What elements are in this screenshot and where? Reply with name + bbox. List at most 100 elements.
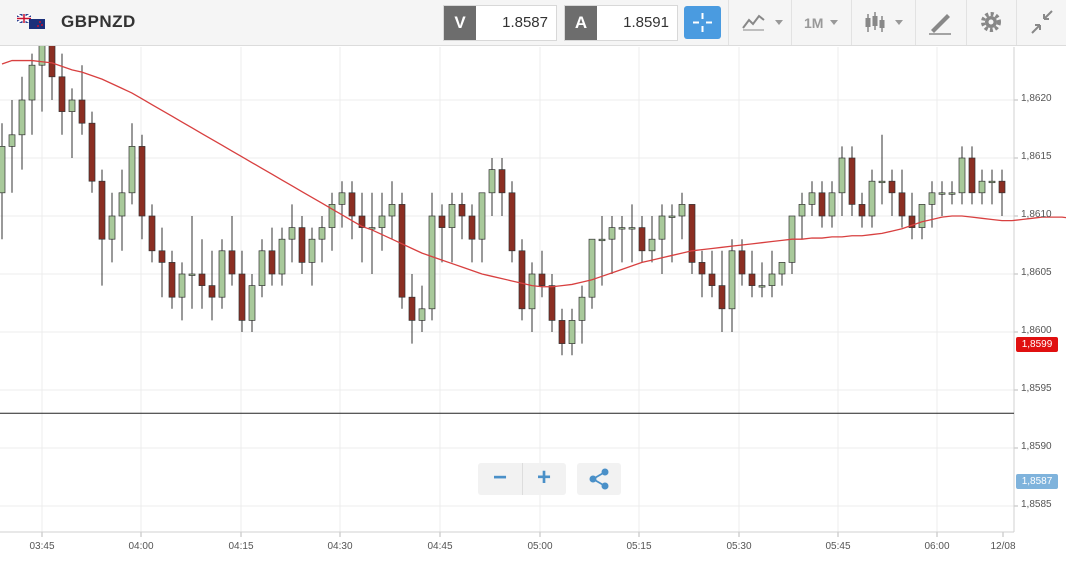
- candle-bullish: [618, 227, 626, 230]
- y-tick-label: 1,8590: [1021, 441, 1052, 452]
- candle-bearish: [858, 204, 866, 217]
- candle-bullish: [28, 64, 36, 101]
- candle-bullish: [278, 238, 286, 275]
- candle-bullish: [378, 215, 386, 228]
- zoom-out-button[interactable]: −: [478, 463, 523, 495]
- candle-bearish: [148, 215, 156, 252]
- zoom-controls: − +: [478, 463, 566, 495]
- candle-bullish: [778, 262, 786, 275]
- candle-bullish: [668, 215, 676, 218]
- x-tick-label: 04:45: [427, 541, 453, 552]
- current-bid-tag: 1,8599: [1016, 337, 1058, 352]
- instrument-symbol: GBPNZD: [61, 12, 136, 31]
- share-button[interactable]: [577, 463, 621, 495]
- candle-bearish: [358, 215, 366, 228]
- candle-bullish: [658, 215, 666, 240]
- candle-bullish: [868, 180, 876, 217]
- candle-bullish: [938, 192, 946, 195]
- candle-bearish: [198, 273, 206, 286]
- candle-bullish: [948, 192, 956, 195]
- x-tick-label: 03:45: [29, 541, 55, 552]
- candle-bullish: [568, 320, 576, 344]
- candle-bullish: [588, 238, 596, 298]
- x-tick-label: 04:00: [128, 541, 154, 552]
- candle-bullish: [248, 285, 256, 321]
- candle-bullish: [648, 238, 656, 252]
- zoom-in-button[interactable]: +: [522, 463, 566, 495]
- candle-bullish: [488, 169, 496, 194]
- candle-bearish: [88, 122, 96, 182]
- candle-bearish: [698, 262, 706, 275]
- candle-bearish: [228, 250, 236, 275]
- draw-icon: [929, 14, 951, 35]
- chart-type-button[interactable]: [738, 0, 788, 45]
- x-tick-label: 05:00: [527, 541, 553, 552]
- candle-bullish: [338, 192, 346, 205]
- candle-bearish: [718, 285, 726, 310]
- current-ask-tag: 1,8587: [1016, 474, 1058, 489]
- candle-bullish: [918, 204, 926, 228]
- candle-bullish: [308, 238, 316, 263]
- candle-bearish: [548, 285, 556, 321]
- candle-bullish: [608, 227, 616, 240]
- collapse-icon: [1031, 10, 1053, 34]
- chevron-down-icon: [895, 20, 903, 25]
- candle-bullish: [798, 204, 806, 217]
- y-tick-label: 1,8600: [1021, 325, 1052, 336]
- x-tick-label: 04:15: [228, 541, 254, 552]
- candle-bullish: [978, 180, 986, 194]
- candle-bearish: [208, 285, 216, 298]
- candle-bearish: [688, 204, 696, 263]
- buy-label: A: [565, 6, 597, 40]
- candle-bullish: [678, 204, 686, 217]
- moving-average-line: [1, 59, 1066, 288]
- timeframe-selector[interactable]: 1M: [800, 0, 845, 45]
- candle-bullish: [428, 215, 436, 310]
- candle-bullish: [418, 308, 426, 321]
- crosshair-button[interactable]: [684, 6, 721, 39]
- drawing-tools-button[interactable]: [920, 0, 960, 45]
- price-chart[interactable]: [0, 46, 1066, 561]
- candle-bullish: [448, 204, 456, 228]
- candle-bearish: [558, 320, 566, 344]
- candle-bullish: [878, 180, 886, 184]
- collapse-button[interactable]: [1020, 0, 1064, 45]
- buy-price-button[interactable]: A 1.8591: [564, 5, 678, 41]
- sell-label: V: [444, 6, 476, 40]
- candle-bearish: [438, 215, 446, 228]
- x-tick-label: 05:30: [726, 541, 752, 552]
- candle-bullish: [108, 215, 116, 240]
- candle-style-button[interactable]: [860, 0, 910, 45]
- candle-bullish: [18, 99, 26, 136]
- candle-bearish: [508, 192, 516, 252]
- candle-bullish: [218, 250, 226, 298]
- gbp-nzd-flag-icon: [17, 14, 45, 29]
- y-tick-label: 1,8615: [1021, 151, 1052, 162]
- candle-bearish: [848, 157, 856, 205]
- share-icon: [589, 468, 609, 490]
- crosshair-icon: [693, 13, 712, 32]
- x-tick-label: 04:30: [327, 541, 353, 552]
- candle-bearish: [518, 250, 526, 310]
- candle-bullish: [38, 46, 46, 66]
- chevron-down-icon: [775, 20, 783, 25]
- candle-bearish: [268, 250, 276, 275]
- plus-icon: +: [536, 464, 551, 491]
- candle-bearish: [408, 296, 416, 321]
- candle-bullish: [178, 273, 186, 298]
- y-tick-label: 1,8585: [1021, 499, 1052, 510]
- candle-bearish: [468, 215, 476, 240]
- candle-bullish: [838, 157, 846, 194]
- candle-bullish: [528, 273, 536, 310]
- candlestick-icon: [865, 12, 885, 32]
- chevron-down-icon: [830, 20, 838, 25]
- candle-bearish: [538, 273, 546, 286]
- candle-bullish: [388, 204, 396, 217]
- candle-bullish: [808, 192, 816, 205]
- x-tick-label: 12/08: [990, 541, 1016, 552]
- candle-bullish: [0, 146, 6, 194]
- sell-price-button[interactable]: V 1.8587: [443, 5, 557, 41]
- settings-button[interactable]: [970, 0, 1014, 45]
- x-tick-label: 05:45: [825, 541, 851, 552]
- candle-bullish: [288, 227, 296, 240]
